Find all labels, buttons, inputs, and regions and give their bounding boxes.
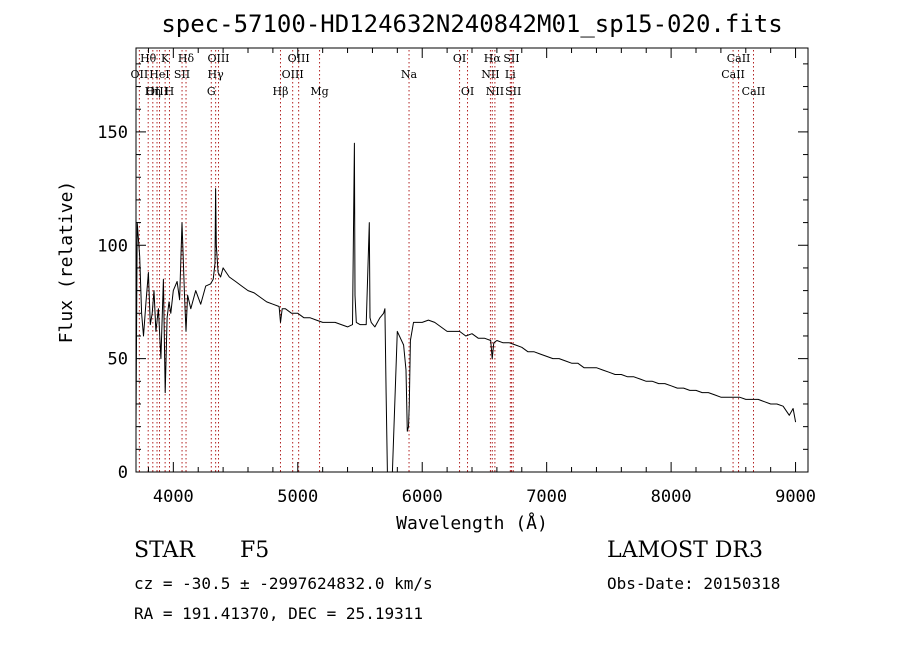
spectral-line-label: SII xyxy=(505,85,521,98)
spectral-line-label: Hθ xyxy=(140,52,157,65)
x-tick-label: 4000 xyxy=(153,487,194,507)
object-class: STAR xyxy=(134,538,195,563)
spectral-line-label: NII xyxy=(486,85,504,98)
spectral-line-label: OII xyxy=(131,68,149,81)
spectral-line-label: Na xyxy=(401,68,418,81)
x-tick-label: 7000 xyxy=(526,487,567,507)
y-tick-label: 50 xyxy=(108,350,128,370)
spectral-line-label: Mg xyxy=(310,85,328,98)
coords-text: RA = 191.41370, DEC = 25.19311 xyxy=(134,604,423,623)
spectral-line-label: OIII xyxy=(207,52,229,65)
spectral-line-label: Hδ xyxy=(178,52,195,65)
x-tick-label: 5000 xyxy=(277,487,318,507)
spectral-line-label: OIII xyxy=(282,68,304,81)
survey-name: LAMOST DR3 xyxy=(607,538,763,563)
spectral-line-label: G xyxy=(207,85,216,98)
spectral-line-markers xyxy=(138,50,754,472)
x-axis-label: Wavelength (Å) xyxy=(396,512,548,534)
y-tick-label: 0 xyxy=(118,463,128,483)
spectrum-plot: spec-57100-HD124632N240842M01_sp15-020.f… xyxy=(56,10,816,534)
x-tick-label: 8000 xyxy=(651,487,692,507)
spectral-line-label: OI xyxy=(461,85,474,98)
y-axis: 0 50 100 150 xyxy=(97,63,808,483)
spectral-line-label: CaII xyxy=(721,68,745,81)
spectral-line-label: SII xyxy=(503,52,519,65)
spectral-line-label: Hβ xyxy=(273,85,289,98)
spectral-line-label: OIII xyxy=(146,85,168,98)
redshift-text: cz = -30.5 ± -2997624832.0 km/s xyxy=(134,574,433,593)
y-axis-label: Flux (relative) xyxy=(56,181,77,344)
spectral-line-label: OI xyxy=(453,52,466,65)
spectral-line-label: HeI xyxy=(149,68,169,81)
plot-frame xyxy=(135,47,809,473)
spectral-line-label: Hγ xyxy=(208,68,225,81)
spectral-line-label: Li xyxy=(505,68,516,81)
x-tick-label: 9000 xyxy=(775,487,816,507)
spectral-line-label: NII xyxy=(481,68,499,81)
y-tick-label: 100 xyxy=(97,236,128,256)
spectral-line-labels: Hθ OII OIII K HeI Hη H SII Hδ OIII Hγ G OIII OIII Hβ Mg… xyxy=(131,52,766,98)
spectrum-line xyxy=(135,142,797,473)
obs-date-text: Obs-Date: 20150318 xyxy=(607,574,781,593)
chart-title: spec-57100-HD124632N240842M01_sp15-020.f… xyxy=(161,10,782,38)
spectral-line-label: K xyxy=(161,52,170,65)
spectral-line-label: H xyxy=(165,85,175,98)
spectral-line-label: CaII xyxy=(727,52,751,65)
spectral-line-label: Hη xyxy=(145,85,161,98)
spectral-line-label: OIII xyxy=(288,52,310,65)
spectral-line-label: Hα xyxy=(484,52,502,65)
y-tick-label: 150 xyxy=(97,123,128,143)
object-subclass: F5 xyxy=(240,538,270,563)
spectral-line-label: SII xyxy=(174,68,190,81)
x-tick-label: 6000 xyxy=(402,487,443,507)
x-axis: 4000 5000 6000 7000 8000 9000 xyxy=(147,48,816,507)
spectral-line-label: CaII xyxy=(742,85,766,98)
